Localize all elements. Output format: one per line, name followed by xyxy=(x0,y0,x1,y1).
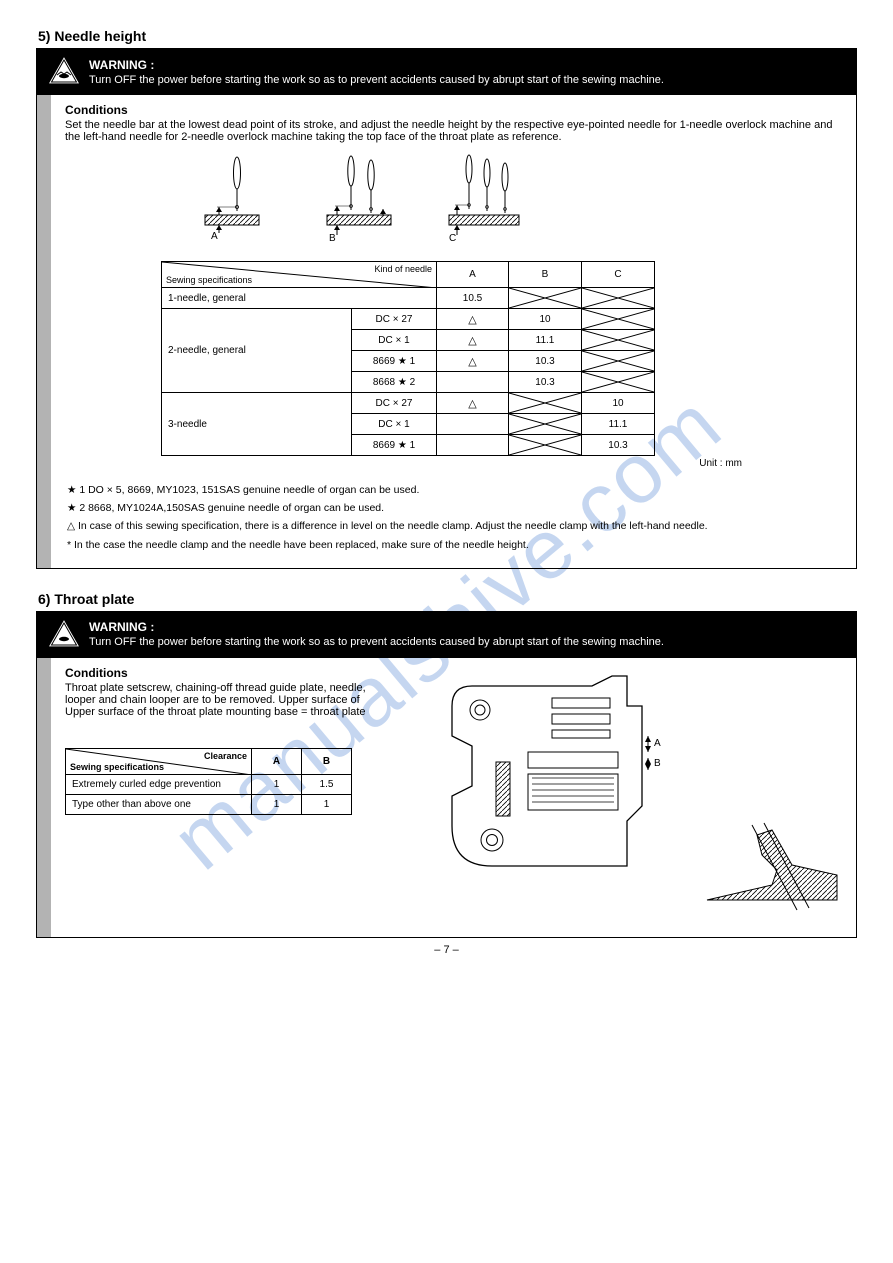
conditions-text-1: Set the needle bar at the lowest dead po… xyxy=(65,119,842,143)
page-number: – 7 – xyxy=(36,944,857,956)
needle-fig-c: C xyxy=(427,153,535,249)
warning-bar-1: WARNING : Turn OFF the power before star… xyxy=(36,48,857,95)
section1-title: Needle height xyxy=(54,28,146,44)
svg-text:A: A xyxy=(654,738,661,749)
section2-box: Conditions Throat plate setscrew, chaini… xyxy=(36,658,857,938)
svg-text:B: B xyxy=(654,758,661,769)
section1-heading: 5) Needle height xyxy=(38,28,857,44)
graybar-1 xyxy=(37,95,51,568)
throat-plate-section xyxy=(702,815,842,925)
th-a: A xyxy=(437,262,509,288)
hint-1: ★ 1 DO × 5, 8669, MY1023, 151SAS genuine… xyxy=(67,483,842,497)
contribution-table: Kind of needle Sewing specifications A B… xyxy=(161,261,655,456)
hint-2: ★ 2 8668, MY1024A,150SAS genuine needle … xyxy=(67,501,842,515)
warning2-text: Turn OFF the power before starting the w… xyxy=(89,636,664,648)
warning2-title: WARNING : xyxy=(89,620,664,634)
th-c: C xyxy=(582,262,655,288)
section1-box: Conditions Set the needle bar at the low… xyxy=(36,95,857,569)
warning-bar-2: WARNING : Turn OFF the power before star… xyxy=(36,611,857,658)
unit-note: Unit : mm xyxy=(65,458,742,469)
warning-icon xyxy=(47,55,81,88)
section1-number: 5) xyxy=(38,28,50,44)
hints-block: ★ 1 DO × 5, 8669, MY1023, 151SAS genuine… xyxy=(67,483,842,552)
mini-th-a: A xyxy=(252,748,302,774)
hint-4: * In the case the needle clamp and the n… xyxy=(67,538,842,552)
th-b: B xyxy=(509,262,582,288)
mini-table: Clearance Sewing specifications A B Extr… xyxy=(65,748,352,815)
conditions-label-1: Conditions xyxy=(65,103,842,117)
svg-text:B: B xyxy=(329,233,336,244)
fig-a-label: A xyxy=(211,231,218,242)
conditions-text-2: Throat plate setscrew, chaining-off thre… xyxy=(65,682,385,718)
warning1-text: Turn OFF the power before starting the w… xyxy=(89,74,664,86)
th-left: Sewing specifications xyxy=(166,275,252,285)
hint-3: △ In case of this sewing specification, … xyxy=(67,519,842,533)
throat-plate-figure: A B xyxy=(432,666,842,925)
needle-fig-b: B xyxy=(301,153,409,249)
mini-th-b: B xyxy=(302,748,352,774)
mini-th-left: Sewing specifications xyxy=(70,762,164,772)
graybar-2 xyxy=(37,658,51,937)
section2-title: Throat plate xyxy=(54,591,134,607)
th-top: Kind of needle xyxy=(374,264,432,274)
needle-fig-a: A xyxy=(175,153,283,249)
needle-figures: A xyxy=(175,153,842,249)
mini-th-top: Clearance xyxy=(204,751,247,761)
svg-text:C: C xyxy=(449,233,456,244)
warning-icon-2 xyxy=(47,618,81,651)
conditions-label-2: Conditions xyxy=(65,666,432,680)
section2-heading: 6) Throat plate xyxy=(38,591,857,607)
section2-number: 6) xyxy=(38,591,50,607)
warning1-title: WARNING : xyxy=(89,58,664,72)
